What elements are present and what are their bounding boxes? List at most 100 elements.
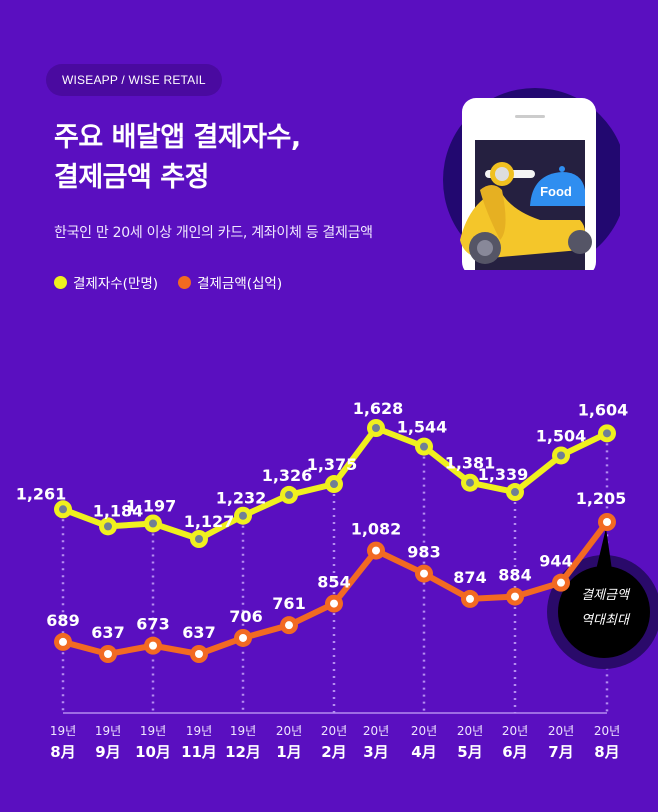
payers-value-label: 1,197 [126,496,177,515]
amount-point-center [603,518,611,526]
payers-value-label: 1,604 [578,400,629,419]
payers-value-label: 1,381 [445,454,496,473]
amount-value-label: 637 [182,623,215,642]
callout-line-1: 결제금액 [581,588,629,603]
legend-label: 결제금액(십억) [197,276,283,292]
x-tick-year: 20년 [275,724,303,738]
phone-scooter-food-icon: Food [443,88,620,270]
payers-point-center [104,522,112,531]
x-tick-month: 12月 [225,743,261,761]
x-tick-month: 7月 [548,743,574,761]
payers-value-label: 1,544 [397,418,448,437]
amount-value-label: 761 [272,594,305,613]
legend-item-payers: 결제자수(만명) [54,272,158,292]
payers-point-center [603,429,611,438]
payers-point-center [195,535,203,543]
amount-point-center [557,578,565,587]
amount-point-center [239,633,247,642]
payers-value-label: 1,261 [16,484,67,503]
amount-value-label: 884 [498,566,531,585]
amount-point-center [195,650,203,658]
payers-value-label: 1,504 [536,426,587,445]
payers-value-label: 1,184 [93,501,144,520]
food-label: Food [540,184,572,199]
payers-point-center [372,424,380,432]
yellow-dot-icon [54,275,67,289]
legend-label: 결제자수(만명) [73,276,159,292]
payers-point-center [466,478,474,487]
x-tick-year: 20년 [362,724,390,738]
x-tick-month: 10月 [135,743,171,761]
x-tick-label: 20년 3月 [351,722,401,762]
x-tick-label: 20년 6月 [490,722,540,762]
legend-item-amount: 결제금액(십억) [178,272,282,292]
x-tick-label: 19년 9月 [83,722,133,762]
x-tick-label: 20년 4月 [399,722,449,762]
amount-value-label: 854 [317,573,350,592]
amount-value-label: 983 [407,543,440,562]
x-tick-year: 19년 [139,724,167,738]
amount-point-center [285,621,293,630]
x-tick-label: 20년 1月 [264,722,314,762]
amount-point-center [511,592,519,601]
x-tick-year: 20년 [593,724,621,738]
payers-value-label: 1,326 [262,466,313,485]
payers-point-center [149,519,157,528]
x-tick-year: 20년 [501,724,529,738]
x-tick-label: 19년 11月 [174,722,224,762]
legend: 결제자수(만명) 결제금액(십억) [54,272,282,292]
amount-value-label: 689 [46,611,79,630]
title-line-1: 주요 배달앱 결제자수, [54,122,301,153]
amount-point-center [149,641,157,650]
callout-pointer [596,528,612,570]
payers-point-center [557,451,565,460]
payers-point-center [511,488,519,497]
amount-value-label: 944 [539,552,572,571]
amount-point-center [466,594,474,603]
payers-value-label: 1,339 [478,465,529,484]
x-tick-year: 19년 [94,724,122,738]
amount-value-label: 673 [136,615,169,634]
payers-value-label: 1,375 [307,455,358,474]
callout-line-2: 역대최대 [581,613,629,628]
amount-point-center [59,637,67,646]
x-tick-year: 19년 [49,724,77,738]
payers-value-label: 1,232 [216,489,267,508]
callout-bubble [558,566,650,658]
payers-point-center [285,490,293,499]
x-tick-label: 20년 5月 [445,722,495,762]
orange-dot-icon [178,275,192,289]
amount-value-label: 1,205 [576,489,627,508]
amount-value-label: 637 [91,623,124,642]
amount-point-center [420,569,428,578]
x-tick-year: 19년 [229,724,257,738]
x-tick-year: 20년 [410,724,438,738]
x-tick-month: 5月 [457,743,483,761]
x-axis-labels: 19년 8月 19년 9月 19년 10月 19년 11月 19년 12月 20년 1月 20년 2月 20… [0,722,658,782]
x-tick-month: 3月 [363,743,389,761]
payers-value-label: 1,127 [184,512,235,531]
amount-point-center [372,546,380,555]
x-tick-month: 4月 [411,743,437,761]
x-tick-month: 2月 [321,743,347,761]
title-line-2: 결제금액 추정 [54,162,209,193]
x-tick-label: 19년 12月 [218,722,268,762]
x-tick-year: 19년 [185,724,213,738]
payers-value-label: 1,628 [353,399,404,418]
x-tick-month: 6月 [502,743,528,761]
amount-point-center [104,650,112,658]
x-tick-label: 20년 2月 [309,722,359,762]
subtitle: 한국인 만 20세 이상 개인의 카드, 계좌이체 등 결제금액 [54,225,373,241]
payers-point-center [59,505,67,514]
x-tick-month: 8月 [50,743,76,761]
page-title: 주요 배달앱 결제자수, 결제금액 추정 [54,118,301,198]
x-tick-month: 9月 [95,743,121,761]
x-tick-year: 20년 [456,724,484,738]
x-tick-month: 8月 [594,743,620,761]
x-tick-month: 11月 [181,743,217,761]
amount-value-label: 1,082 [351,520,402,539]
x-tick-year: 20년 [320,724,348,738]
x-tick-label: 20년 7月 [536,722,586,762]
source-badge: WISEAPP / WISE RETAIL [46,64,222,96]
x-tick-label: 19년 10月 [128,722,178,762]
